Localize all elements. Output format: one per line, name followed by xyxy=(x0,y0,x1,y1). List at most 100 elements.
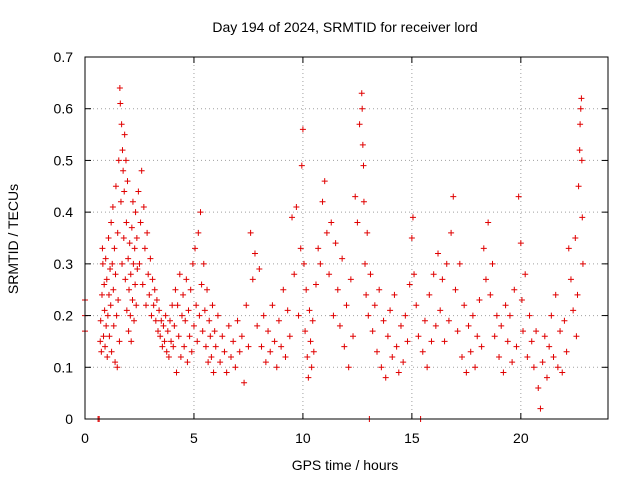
data-point xyxy=(345,364,352,371)
data-point xyxy=(415,333,422,340)
data-point xyxy=(197,209,204,216)
data-point xyxy=(341,343,348,350)
data-point xyxy=(254,322,261,329)
data-point xyxy=(129,198,136,205)
data-point xyxy=(557,328,564,335)
data-point xyxy=(371,302,378,309)
data-point xyxy=(526,312,533,319)
data-point xyxy=(312,281,319,288)
data-point xyxy=(103,322,110,329)
data-point xyxy=(306,307,313,314)
data-point xyxy=(465,322,472,329)
data-point xyxy=(190,322,197,329)
data-point xyxy=(162,312,169,319)
data-point xyxy=(121,188,128,195)
data-point xyxy=(103,276,110,283)
data-point xyxy=(539,359,546,366)
data-point xyxy=(139,281,146,288)
data-point xyxy=(121,131,128,138)
data-point xyxy=(112,183,119,190)
data-point xyxy=(411,271,418,278)
data-point xyxy=(380,317,387,324)
data-point xyxy=(458,353,465,360)
data-point xyxy=(328,219,335,226)
data-point xyxy=(528,338,535,345)
data-point xyxy=(487,291,494,298)
data-point xyxy=(129,297,136,304)
data-point xyxy=(428,338,435,345)
data-point xyxy=(480,245,487,252)
data-point xyxy=(123,307,130,314)
data-point xyxy=(424,364,431,371)
data-point xyxy=(115,297,122,304)
data-point xyxy=(350,333,357,340)
data-point xyxy=(364,229,371,236)
data-point xyxy=(330,312,337,319)
data-point xyxy=(120,235,127,241)
data-point xyxy=(463,369,470,376)
data-point xyxy=(310,348,317,355)
data-point xyxy=(198,281,205,288)
data-point xyxy=(467,348,474,355)
data-point xyxy=(124,178,131,185)
data-point xyxy=(192,245,199,252)
data-point xyxy=(550,353,557,360)
data-point xyxy=(502,302,509,309)
data-point xyxy=(482,276,489,283)
data-point xyxy=(577,121,584,128)
data-point xyxy=(98,291,105,298)
data-point xyxy=(469,312,476,319)
data-point xyxy=(360,198,367,205)
data-point xyxy=(120,167,127,174)
data-point xyxy=(301,260,308,267)
data-point xyxy=(472,364,479,371)
data-point xyxy=(182,317,189,324)
data-point xyxy=(146,291,153,298)
data-point xyxy=(363,291,370,298)
grid xyxy=(85,57,608,419)
data-point xyxy=(127,271,134,278)
data-point xyxy=(151,286,158,293)
data-point xyxy=(186,333,193,340)
data-point xyxy=(421,317,428,324)
data-point xyxy=(563,348,570,355)
data-point xyxy=(123,219,130,226)
data-point xyxy=(302,328,309,335)
data-point xyxy=(110,322,117,329)
data-point xyxy=(365,312,372,319)
data-point xyxy=(522,271,529,278)
data-point xyxy=(141,245,148,252)
data-point xyxy=(406,281,413,288)
data-point xyxy=(105,235,112,241)
data-point xyxy=(445,317,452,324)
data-point xyxy=(108,348,115,355)
data-point xyxy=(176,271,183,278)
data-point xyxy=(286,333,293,340)
data-point xyxy=(209,302,216,309)
data-point xyxy=(321,178,328,185)
data-point xyxy=(175,333,182,340)
data-point xyxy=(493,312,500,319)
data-point xyxy=(395,369,402,376)
data-point xyxy=(217,359,224,366)
data-point xyxy=(188,348,195,355)
data-point xyxy=(145,271,152,278)
data-point xyxy=(225,322,232,329)
data-point xyxy=(476,297,483,304)
data-point xyxy=(130,260,137,267)
data-point xyxy=(116,85,123,92)
data-point xyxy=(570,307,577,314)
data-point xyxy=(249,276,256,283)
data-point xyxy=(541,333,548,340)
data-point xyxy=(152,317,159,324)
data-point xyxy=(156,307,163,314)
data-point xyxy=(339,255,346,262)
data-point xyxy=(256,266,263,273)
data-point xyxy=(204,286,211,293)
data-point xyxy=(241,379,248,386)
data-point xyxy=(291,271,298,278)
data-point xyxy=(140,203,147,210)
data-point xyxy=(402,312,409,319)
data-point xyxy=(208,353,215,360)
data-point xyxy=(391,291,398,298)
